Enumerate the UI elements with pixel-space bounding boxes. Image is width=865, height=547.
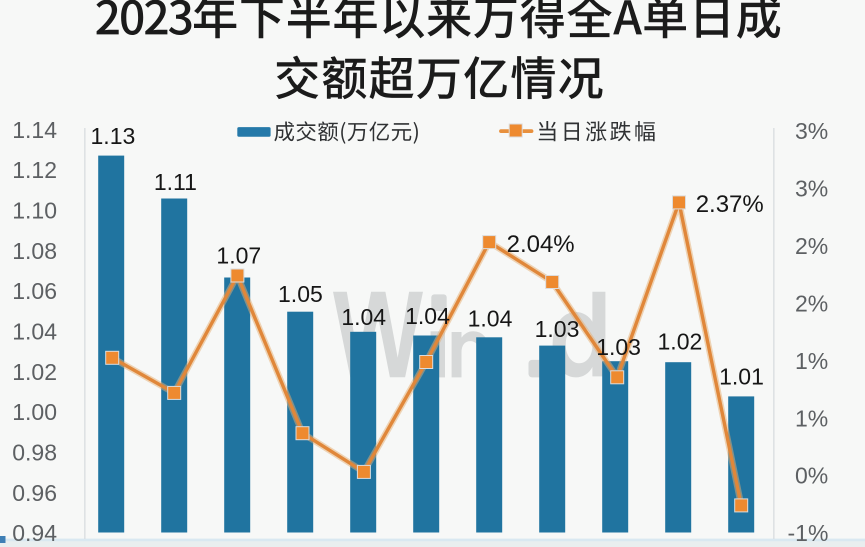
svg-text:1.10: 1.10 xyxy=(12,198,57,224)
svg-text:1.06: 1.06 xyxy=(12,278,57,304)
svg-text:0%: 0% xyxy=(795,463,828,489)
svg-text:0.94: 0.94 xyxy=(12,520,57,546)
svg-text:2%: 2% xyxy=(795,233,828,259)
svg-text:1%: 1% xyxy=(795,348,828,374)
svg-text:1.02: 1.02 xyxy=(658,329,703,355)
svg-text:0.98: 0.98 xyxy=(12,440,57,466)
svg-text:1.04: 1.04 xyxy=(405,303,450,329)
svg-text:1.07: 1.07 xyxy=(216,243,261,269)
svg-text:1.14: 1.14 xyxy=(12,117,57,143)
svg-text:3%: 3% xyxy=(795,176,828,202)
svg-text:1.03: 1.03 xyxy=(596,334,641,360)
svg-text:1.04: 1.04 xyxy=(468,306,513,332)
svg-text:2.37%: 2.37% xyxy=(696,191,764,218)
svg-text:1%: 1% xyxy=(795,405,828,431)
svg-text:1.03: 1.03 xyxy=(535,316,580,342)
svg-text:1.13: 1.13 xyxy=(91,123,136,149)
svg-text:1.08: 1.08 xyxy=(12,238,57,264)
svg-text:1.12: 1.12 xyxy=(12,157,57,183)
svg-text:2.04%: 2.04% xyxy=(507,231,575,258)
svg-text:3%: 3% xyxy=(795,118,828,144)
svg-text:1.04: 1.04 xyxy=(341,304,386,330)
svg-text:1.01: 1.01 xyxy=(719,364,764,390)
svg-text:1.05: 1.05 xyxy=(278,281,323,307)
svg-text:1.04: 1.04 xyxy=(12,319,57,345)
svg-text:1.00: 1.00 xyxy=(12,399,57,425)
svg-text:1.11: 1.11 xyxy=(154,169,197,195)
svg-text:0.96: 0.96 xyxy=(12,480,57,506)
svg-text:1.02: 1.02 xyxy=(12,359,57,385)
svg-text:-1%: -1% xyxy=(788,520,829,546)
svg-text:2%: 2% xyxy=(795,290,828,316)
